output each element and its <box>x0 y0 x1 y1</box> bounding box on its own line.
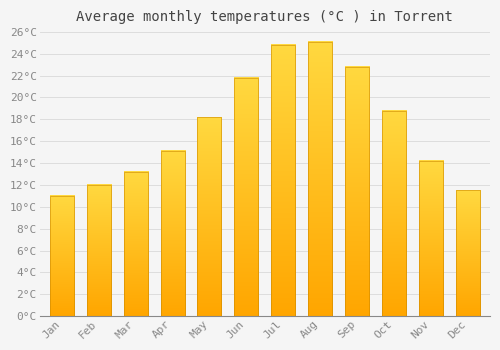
Bar <box>346 67 370 316</box>
Bar <box>456 190 480 316</box>
Title: Average monthly temperatures (°C ) in Torrent: Average monthly temperatures (°C ) in To… <box>76 10 454 24</box>
Bar <box>198 117 222 316</box>
Bar <box>234 78 258 316</box>
Bar <box>382 111 406 316</box>
Bar <box>419 161 443 316</box>
Bar <box>272 45 295 316</box>
Bar <box>160 151 184 316</box>
Bar <box>50 196 74 316</box>
Bar <box>124 172 148 316</box>
Bar <box>308 42 332 316</box>
Bar <box>86 185 110 316</box>
